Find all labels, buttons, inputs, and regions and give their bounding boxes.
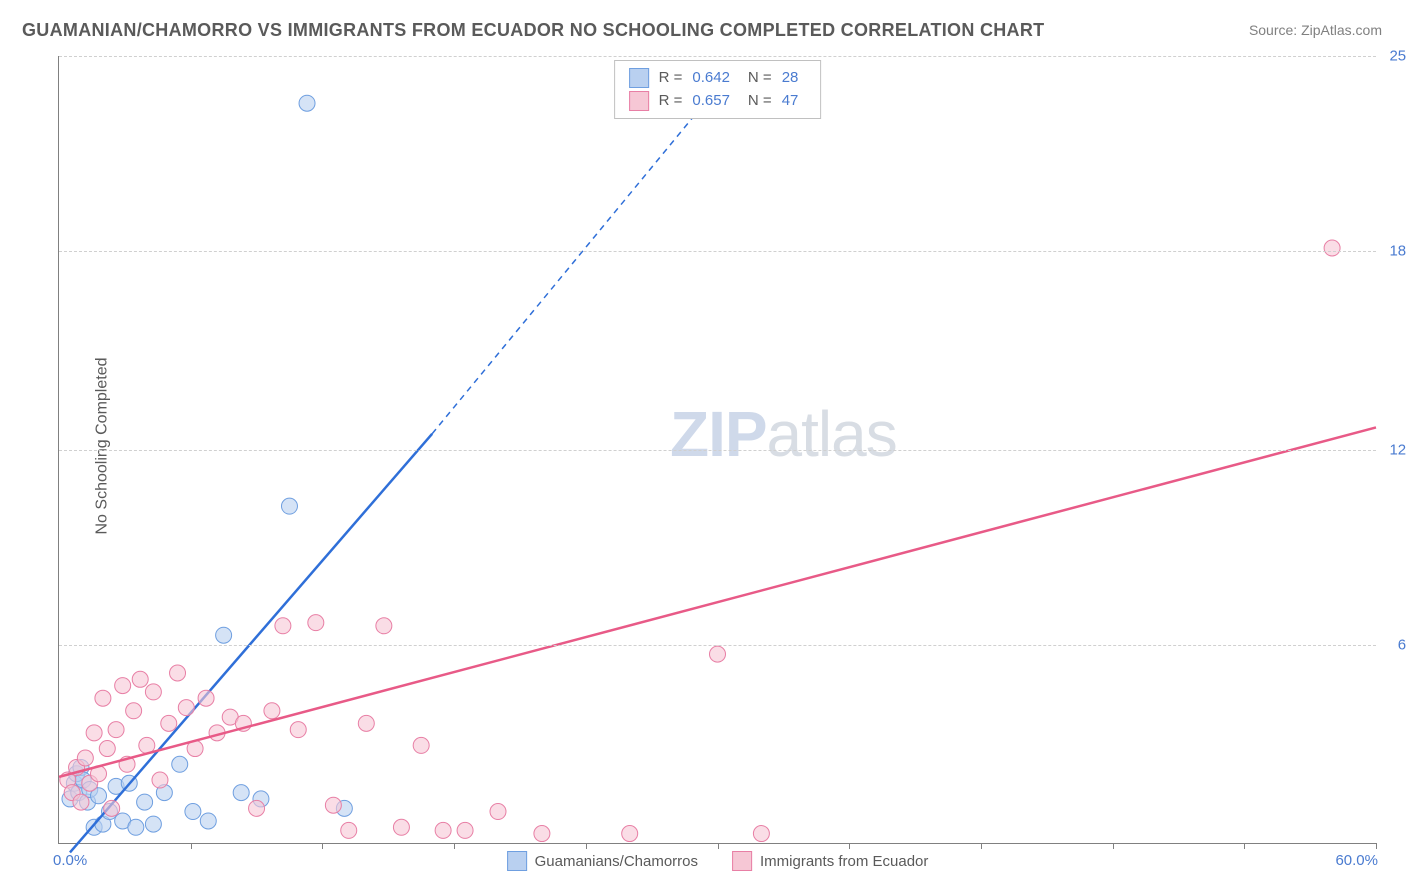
grid-line xyxy=(59,251,1376,252)
legend-label: Immigrants from Ecuador xyxy=(760,853,928,870)
data-point xyxy=(132,671,148,687)
plot-area: ZIPatlas R =0.642N =28R =0.657N =47 0.0%… xyxy=(58,56,1376,844)
x-tick xyxy=(322,843,323,849)
x-tick xyxy=(454,843,455,849)
stat-r-label: R = xyxy=(659,90,683,113)
stat-r-value: 0.642 xyxy=(692,67,730,90)
data-point xyxy=(126,703,142,719)
series-swatch xyxy=(629,68,649,88)
data-point xyxy=(435,822,451,838)
data-point xyxy=(299,95,315,111)
legend-item: Guamanians/Chamorros xyxy=(507,851,698,871)
data-point xyxy=(172,756,188,772)
x-tick xyxy=(1376,843,1377,849)
data-point xyxy=(264,703,280,719)
trend-line-dashed xyxy=(432,87,717,433)
data-point xyxy=(86,725,102,741)
data-point xyxy=(152,772,168,788)
stat-n-value: 47 xyxy=(782,90,799,113)
data-point xyxy=(161,715,177,731)
x-axis-origin-label: 0.0% xyxy=(53,852,87,869)
stats-row: R = 0.657 N = 47 xyxy=(629,90,807,113)
data-point xyxy=(216,627,232,643)
stat-r-value: 0.657 xyxy=(692,90,730,113)
grid-line xyxy=(59,450,1376,451)
data-point xyxy=(325,797,341,813)
data-point xyxy=(198,690,214,706)
data-point xyxy=(185,804,201,820)
y-tick-label: 6.3% xyxy=(1398,636,1406,653)
data-point xyxy=(358,715,374,731)
data-point xyxy=(457,822,473,838)
stat-n-value: 28 xyxy=(782,67,799,90)
data-point xyxy=(290,722,306,738)
y-tick-label: 18.8% xyxy=(1389,243,1406,260)
data-point xyxy=(341,822,357,838)
grid-line xyxy=(59,645,1376,646)
data-point xyxy=(308,615,324,631)
legend-swatch xyxy=(507,851,527,871)
data-point xyxy=(622,826,638,842)
trend-line xyxy=(59,427,1376,776)
data-point xyxy=(77,750,93,766)
data-point xyxy=(233,785,249,801)
chart-container: GUAMANIAN/CHAMORRO VS IMMIGRANTS FROM EC… xyxy=(0,0,1406,892)
legend-swatch xyxy=(732,851,752,871)
data-point xyxy=(170,665,186,681)
legend-item: Immigrants from Ecuador xyxy=(732,851,928,871)
data-point xyxy=(534,826,550,842)
data-point xyxy=(108,722,124,738)
stats-row: R = 0.642 N = 28 xyxy=(629,67,807,90)
data-point xyxy=(137,794,153,810)
data-point xyxy=(413,737,429,753)
x-axis-max-label: 60.0% xyxy=(1335,852,1378,869)
x-tick xyxy=(1244,843,1245,849)
x-tick xyxy=(1113,843,1114,849)
x-tick xyxy=(718,843,719,849)
data-point xyxy=(115,678,131,694)
trend-line xyxy=(70,434,432,853)
data-point xyxy=(200,813,216,829)
stat-n-label: N = xyxy=(748,90,772,113)
data-point xyxy=(249,800,265,816)
data-point xyxy=(376,618,392,634)
x-tick xyxy=(849,843,850,849)
grid-line xyxy=(59,56,1376,57)
data-point xyxy=(128,819,144,835)
source-attribution: Source: ZipAtlas.com xyxy=(1249,22,1382,38)
data-point xyxy=(145,816,161,832)
data-point xyxy=(178,700,194,716)
series-legend: Guamanians/Chamorros Immigrants from Ecua… xyxy=(507,851,929,871)
y-tick-label: 25.0% xyxy=(1389,48,1406,65)
data-point xyxy=(104,800,120,816)
data-point xyxy=(490,804,506,820)
data-point xyxy=(275,618,291,634)
x-tick xyxy=(586,843,587,849)
legend-label: Guamanians/Chamorros xyxy=(535,853,698,870)
x-tick xyxy=(981,843,982,849)
y-tick-label: 12.5% xyxy=(1389,441,1406,458)
stat-r-label: R = xyxy=(659,67,683,90)
data-point xyxy=(73,794,89,810)
chart-title: GUAMANIAN/CHAMORRO VS IMMIGRANTS FROM EC… xyxy=(22,20,1044,41)
series-swatch xyxy=(629,91,649,111)
stat-n-label: N = xyxy=(748,67,772,90)
x-tick xyxy=(191,843,192,849)
data-point xyxy=(95,690,111,706)
data-point xyxy=(1324,240,1340,256)
stats-legend-box: R = 0.642 N = 28 R = 0.657 N = 47 xyxy=(614,60,822,119)
data-point xyxy=(99,741,115,757)
data-point xyxy=(145,684,161,700)
data-point xyxy=(710,646,726,662)
data-point xyxy=(393,819,409,835)
data-point xyxy=(753,826,769,842)
data-point xyxy=(281,498,297,514)
